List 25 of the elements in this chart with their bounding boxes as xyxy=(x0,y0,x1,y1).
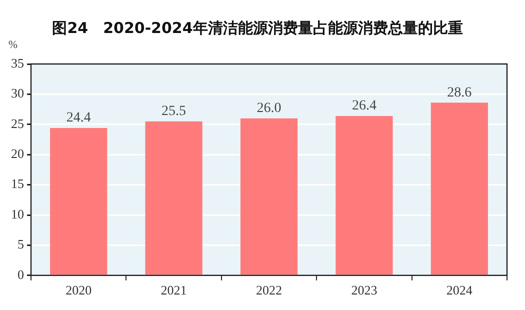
x-tick-label: 2023 xyxy=(351,282,378,298)
y-tick-label: 0 xyxy=(18,266,24,282)
data-label: 24.4 xyxy=(66,110,91,126)
x-tick-label: 2021 xyxy=(160,282,187,298)
data-label: 28.6 xyxy=(447,85,472,100)
chart-title: 图24 2020-2024年清洁能源消费量占能源消费总量的比重 xyxy=(52,18,463,37)
bar xyxy=(336,116,393,275)
y-tick-label: 10 xyxy=(11,206,24,222)
bar xyxy=(50,128,108,275)
data-label: 25.5 xyxy=(162,104,186,120)
x-tick-label: 2022 xyxy=(256,282,282,298)
y-tick-label: 25 xyxy=(11,116,24,131)
x-tick-label: 2020 xyxy=(66,282,92,298)
y-axis-title: % xyxy=(8,39,18,51)
data-label: 26.0 xyxy=(256,101,282,116)
bar xyxy=(240,118,298,275)
y-tick-label: 5 xyxy=(18,236,24,252)
bar xyxy=(430,102,488,275)
y-tick-label: 20 xyxy=(11,146,24,162)
x-tick-label: 2024 xyxy=(446,282,473,298)
data-label: 26.4 xyxy=(352,98,376,114)
y-tick-label: 35 xyxy=(11,55,24,70)
bar xyxy=(145,121,202,275)
y-tick-label: 30 xyxy=(11,86,24,101)
y-tick-label: 15 xyxy=(11,176,24,192)
